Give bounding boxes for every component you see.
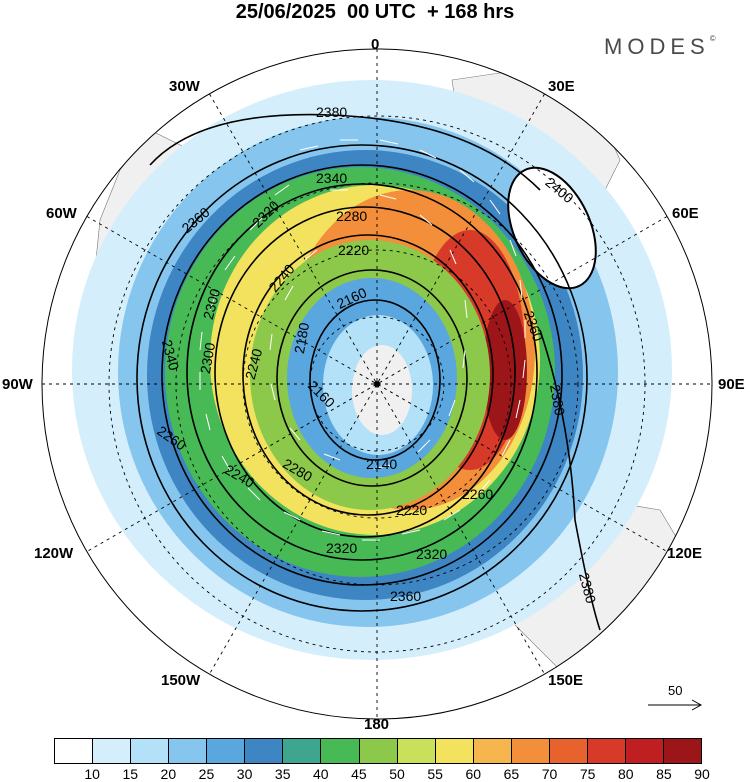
map-border bbox=[41, 48, 713, 720]
colorbar-swatch bbox=[511, 739, 550, 763]
colorbar-tick-label: 25 bbox=[198, 766, 215, 782]
contour-label: 2140 bbox=[366, 456, 398, 472]
south-pole-marker bbox=[374, 381, 380, 387]
contour-label: 2320 bbox=[326, 540, 358, 556]
brand-logo: MODES© bbox=[604, 34, 716, 60]
colorbar-swatch bbox=[131, 739, 170, 763]
lon-label-150e: 150E bbox=[548, 672, 584, 689]
lon-label-30w: 30W bbox=[169, 78, 200, 95]
colorbar bbox=[54, 738, 702, 764]
contour-label: 2360 bbox=[390, 588, 422, 604]
colorbar-tick-label: 85 bbox=[656, 766, 672, 782]
lon-label-90e: 90E bbox=[718, 376, 745, 393]
wind-band-90 bbox=[483, 300, 527, 440]
contour-label: 2320 bbox=[416, 546, 448, 562]
colorbar-tick-label: 15 bbox=[122, 766, 139, 782]
colorbar-swatch bbox=[55, 739, 94, 763]
lon-label-120e: 120E bbox=[667, 545, 703, 562]
contour-label: 2280 bbox=[336, 208, 368, 224]
colorbar-swatch bbox=[359, 739, 398, 763]
colorbar-tick-label: 60 bbox=[465, 766, 482, 782]
colorbar-tick-label: 80 bbox=[617, 766, 634, 782]
colorbar-swatch bbox=[207, 739, 246, 763]
map-fill-layer bbox=[42, 49, 712, 719]
contour-label: 2340 bbox=[316, 170, 348, 186]
brand-text: MODES bbox=[604, 34, 710, 59]
lon-label-60e: 60E bbox=[672, 205, 699, 222]
colorbar-tick-label: 40 bbox=[313, 766, 329, 782]
colorbar-swatch bbox=[93, 739, 132, 763]
lon-label-180: 180 bbox=[364, 716, 390, 733]
height-contours bbox=[136, 113, 601, 631]
calm-center bbox=[352, 345, 412, 435]
lon-label-90w: 90W bbox=[2, 376, 33, 393]
colorbar-swatch bbox=[435, 739, 474, 763]
colorbar-swatch bbox=[587, 739, 626, 763]
colorbar-tick-label: 30 bbox=[236, 766, 253, 782]
reference-vector-label: 50 bbox=[668, 683, 683, 698]
contour-label: 2260 bbox=[462, 486, 494, 502]
lon-label-120w: 120W bbox=[34, 545, 74, 562]
colorbar-swatch bbox=[245, 739, 284, 763]
map-title: 25/06/2025 00 UTC + 168 hrs bbox=[235, 1, 515, 23]
colorbar-tick-label: 90 bbox=[694, 766, 710, 782]
colorbar-tick-label: 70 bbox=[541, 766, 558, 782]
lon-label-30e: 30E bbox=[548, 78, 575, 95]
colorbar-tick-label: 10 bbox=[84, 766, 100, 782]
reference-vector-arrow bbox=[648, 699, 703, 711]
lon-label-0: 0 bbox=[371, 36, 380, 53]
lon-label-150w: 150W bbox=[161, 672, 201, 689]
colorbar-swatch bbox=[283, 739, 322, 763]
colorbar-tick-label: 50 bbox=[389, 766, 405, 782]
colorbar-swatch bbox=[549, 739, 588, 763]
wind-vectors bbox=[199, 139, 526, 541]
colorbar-tick-label: 45 bbox=[351, 766, 367, 782]
colorbar-swatch bbox=[169, 739, 208, 763]
lon-label-60w: 60W bbox=[46, 205, 77, 222]
colorbar-tick-label: 20 bbox=[160, 766, 177, 782]
colorbar-tick-label: 75 bbox=[579, 766, 596, 782]
colorbar-swatch bbox=[625, 739, 664, 763]
contour-label: 2380 bbox=[316, 104, 348, 120]
contour-label: 2220 bbox=[338, 242, 370, 258]
contour-label: 2220 bbox=[396, 502, 428, 518]
colorbar-tick-label: 55 bbox=[427, 766, 443, 782]
colorbar-swatch bbox=[397, 739, 436, 763]
colorbar-swatch bbox=[664, 739, 702, 763]
colorbar-tick-label: 35 bbox=[274, 766, 291, 782]
brand-mark: © bbox=[709, 34, 716, 43]
colorbar-swatch bbox=[473, 739, 512, 763]
colorbar-tick-label: 65 bbox=[503, 766, 520, 782]
colorbar-swatch bbox=[321, 739, 360, 763]
